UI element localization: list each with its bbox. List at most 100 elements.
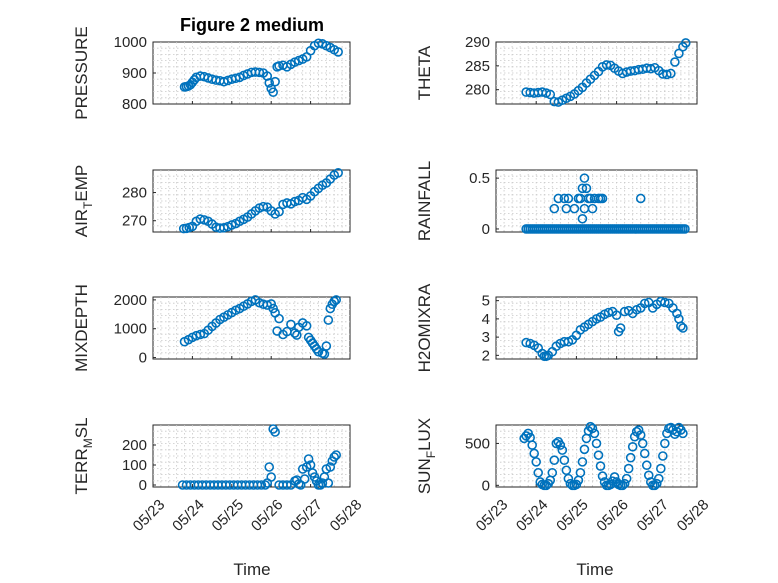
data-point	[678, 323, 688, 333]
data-point	[553, 193, 564, 204]
y-axis-label: H2OMIXRA	[415, 283, 434, 372]
y-tick-label: 3	[482, 329, 490, 346]
data-point	[521, 337, 531, 348]
y-axis-label: RAINFALL	[415, 161, 434, 241]
data-point	[658, 451, 668, 461]
data-point	[323, 478, 334, 488]
data-point	[286, 319, 296, 330]
data-point	[282, 480, 292, 490]
pressure-panel: 800 900 1000 PRESSURE	[72, 26, 351, 120]
y-tick-label: 5	[482, 293, 490, 310]
data-point	[643, 470, 654, 481]
y-tick-label: 0.5	[469, 170, 490, 187]
data-point	[676, 321, 686, 331]
y-tick-label: 0	[482, 221, 490, 238]
data-point	[680, 224, 690, 234]
data-point	[301, 321, 312, 331]
data-point	[264, 78, 275, 88]
x-tick-label: 05/27	[287, 496, 326, 535]
data-point	[617, 480, 628, 491]
data-point	[195, 329, 206, 340]
data-point	[563, 473, 574, 484]
data-point	[333, 168, 343, 178]
data-point	[670, 57, 680, 67]
y-tick-label: 1000	[114, 321, 147, 338]
y-tick-label: 1000	[114, 34, 147, 51]
data-point	[619, 478, 630, 489]
data-point	[662, 69, 672, 80]
data-point	[625, 452, 636, 463]
x-tick-label: 05/23	[130, 496, 169, 535]
data-point	[577, 213, 588, 224]
data-point	[660, 438, 670, 449]
data-point	[563, 193, 574, 204]
y-tick-label: 500	[465, 435, 490, 452]
data-point	[531, 457, 542, 467]
data-point	[545, 89, 556, 100]
x-tick-label: 05/23	[473, 496, 512, 535]
data-point	[579, 203, 590, 214]
y-tick-label: 270	[122, 213, 147, 230]
data-point	[609, 472, 620, 482]
terr-msl-panel: 0 100 200 05/23 05/24 05/25 05/26 05/27 05/28 TER…	[72, 417, 365, 534]
data-point	[274, 313, 284, 324]
data-point	[627, 441, 638, 452]
y-axis-label: MIXDEPTH	[72, 284, 91, 372]
y-tick-label: 2000	[114, 292, 147, 309]
x-tick-label: 05/24	[513, 496, 552, 535]
data-point	[577, 457, 588, 467]
data-point	[569, 203, 580, 214]
data-point	[303, 454, 314, 464]
x-tick-label: 05/25	[209, 496, 248, 535]
data-point	[656, 463, 666, 474]
data-point	[555, 440, 566, 450]
y-tick-label: 4	[482, 311, 490, 328]
x-tick-label: 05/26	[593, 496, 632, 535]
data-point	[258, 201, 269, 212]
x-tick-label: 05/25	[553, 496, 592, 535]
y-tick-label: 800	[122, 96, 147, 113]
data-point	[597, 193, 608, 204]
y-axis-label: SUNFLUX	[415, 418, 438, 494]
data-point	[266, 299, 277, 309]
y-tick-label: 0	[482, 477, 490, 494]
y-tick-label: 290	[465, 34, 490, 51]
data-point	[635, 193, 646, 204]
y-tick-label: 285	[465, 58, 490, 75]
y-tick-label: 280	[465, 82, 490, 99]
data-point	[559, 455, 570, 465]
data-point	[672, 308, 682, 319]
data-point	[527, 440, 537, 450]
data-point	[575, 467, 586, 478]
y-tick-label: 0	[139, 477, 147, 494]
y-tick-label: 200	[122, 437, 147, 454]
data-point	[639, 448, 650, 459]
data-point	[547, 467, 558, 478]
plot-area	[152, 169, 351, 233]
x-axis-label-right: Time	[576, 560, 613, 579]
y-tick-label: 900	[122, 65, 147, 82]
y-tick-label: 2	[482, 347, 490, 364]
mixdepth-panel: 0 1000 2000 MIXDEPTH	[72, 284, 351, 372]
y-axis-label: THETA	[415, 45, 434, 100]
data-point	[651, 478, 662, 489]
y-axis-label: PRESSURE	[72, 26, 91, 120]
data-point	[270, 427, 280, 437]
x-tick-label: 05/24	[169, 496, 208, 535]
data-point	[597, 471, 608, 481]
data-point	[621, 473, 632, 484]
rainfall-panel: 0 0.5 RAINFALL	[415, 161, 698, 241]
data-point	[321, 341, 332, 351]
data-point	[329, 452, 340, 462]
data-point	[325, 462, 336, 472]
data-point	[270, 76, 280, 87]
data-point	[591, 438, 602, 449]
y-tick-label: 0	[139, 350, 147, 367]
data-point	[649, 480, 660, 491]
data-point	[601, 60, 612, 70]
data-point	[266, 472, 277, 482]
data-point	[557, 445, 568, 455]
data-point	[637, 438, 648, 449]
